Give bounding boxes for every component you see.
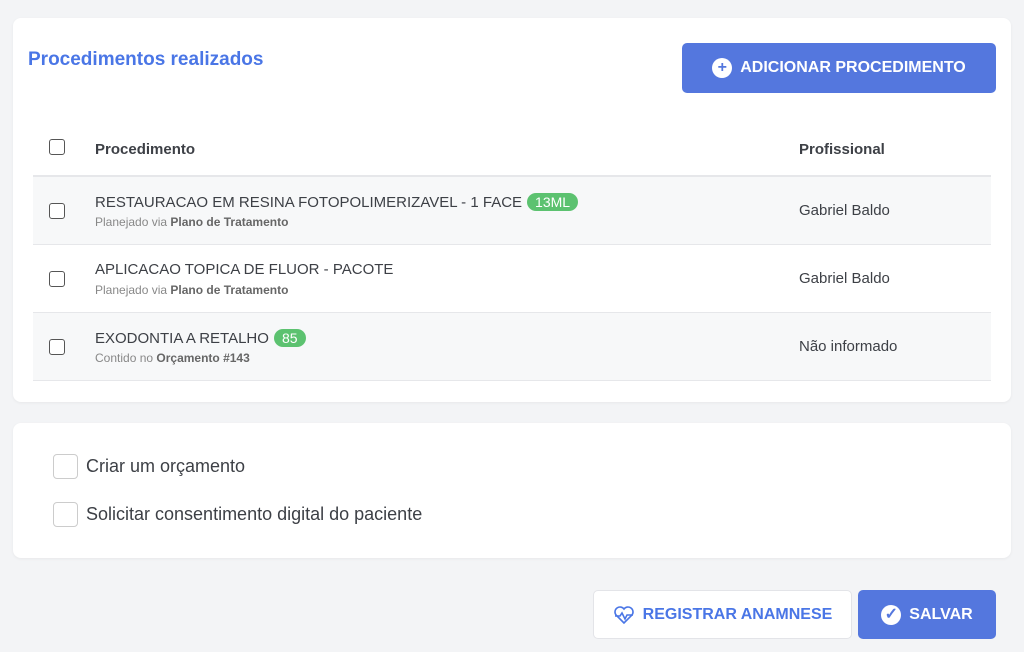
- header-professional: Profissional: [799, 141, 885, 158]
- origin-prefix: Planejado via: [95, 283, 168, 297]
- register-anamnese-label: REGISTRAR ANAMNESE: [642, 605, 833, 623]
- origin-link: Orçamento #143: [156, 351, 250, 365]
- tooth-badge: 13ML: [527, 193, 579, 211]
- section-title: Procedimentos realizados: [28, 49, 264, 70]
- heart-pulse-icon: [613, 605, 634, 624]
- create-budget-label: Criar um orçamento: [86, 456, 246, 476]
- create-budget-checkbox[interactable]: [53, 454, 78, 479]
- row-checkbox[interactable]: [49, 271, 65, 287]
- options-card: Criar um orçamento Solicitar consentimen…: [13, 423, 1011, 558]
- add-procedure-label: ADICIONAR PROCEDIMENTO: [740, 59, 966, 76]
- procedure-name: EXODONTIA A RETALHO: [95, 329, 269, 347]
- origin-link: Plano de Tratamento: [170, 215, 289, 229]
- consent-option[interactable]: Solicitar consentimento digital do pacie…: [53, 502, 422, 527]
- professional: Gabriel Baldo: [799, 202, 890, 219]
- procedure-name: APLICACAO TOPICA DE FLUOR - PACOTE: [95, 261, 394, 278]
- professional: Gabriel Baldo: [799, 270, 890, 287]
- row-checkbox[interactable]: [49, 339, 65, 355]
- procedure-name: RESTAURACAO EM RESINA FOTOPOLIMERIZAVEL …: [95, 193, 523, 211]
- table-row: APLICACAO TOPICA DE FLUOR - PACOTE Plane…: [33, 245, 991, 313]
- consent-label: Solicitar consentimento digital do pacie…: [86, 504, 423, 524]
- plus-circle-icon: +: [712, 58, 733, 78]
- add-procedure-button[interactable]: + ADICIONAR PROCEDIMENTO: [682, 43, 996, 93]
- check-circle-icon: ✓: [881, 604, 902, 625]
- table-row: EXODONTIA A RETALHO 85 Contido no Orçamen…: [33, 313, 991, 381]
- header-procedure: Procedimento: [95, 141, 196, 158]
- tooth-badge: 85: [273, 329, 306, 347]
- origin-prefix: Planejado via: [95, 215, 168, 229]
- table-row: RESTAURACAO EM RESINA FOTOPOLIMERIZAVEL …: [33, 177, 991, 245]
- save-button[interactable]: ✓ SALVAR: [858, 590, 996, 639]
- origin-link: Plano de Tratamento: [170, 283, 289, 297]
- select-all-checkbox[interactable]: [49, 139, 65, 155]
- divider: [33, 175, 991, 177]
- create-budget-option[interactable]: Criar um orçamento: [53, 454, 245, 479]
- professional: Não informado: [799, 338, 898, 355]
- save-label: SALVAR: [909, 605, 973, 623]
- register-anamnese-button[interactable]: REGISTRAR ANAMNESE: [593, 590, 852, 639]
- origin-prefix: Contido no: [95, 351, 154, 365]
- row-checkbox[interactable]: [49, 203, 65, 219]
- consent-checkbox[interactable]: [53, 502, 78, 527]
- procedures-card: Procedimentos realizados + ADICIONAR PRO…: [13, 18, 1011, 402]
